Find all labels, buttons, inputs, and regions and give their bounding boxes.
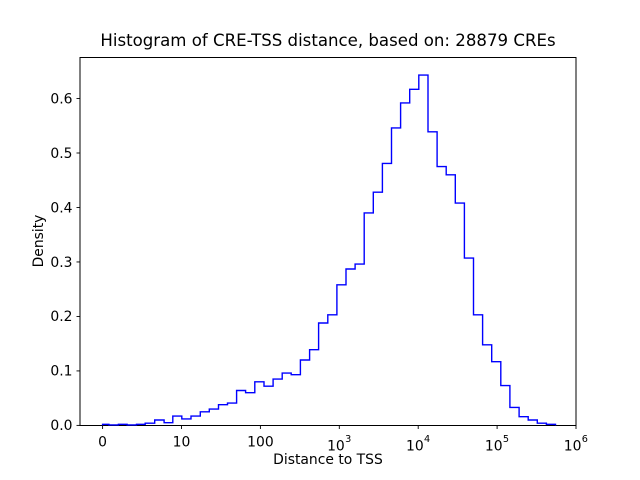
- x-tick-label: 100: [247, 435, 274, 451]
- x-tick-label: 105: [485, 434, 509, 455]
- x-tick-label: 0: [98, 435, 107, 451]
- x-axis-label: Distance to TSS: [273, 451, 383, 468]
- y-tick-label: 0.0: [50, 418, 72, 434]
- y-tick-label: 0.4: [50, 200, 72, 216]
- histogram-step-line: [101, 74, 557, 426]
- x-tick-label: 103: [327, 434, 351, 455]
- x-tick-label: 10: [173, 435, 191, 451]
- y-tick-label: 0.1: [50, 364, 72, 380]
- axes-frame: [79, 57, 577, 426]
- chart-title: Histogram of CRE-TSS distance, based on:…: [100, 31, 556, 50]
- y-tick-label: 0.6: [50, 91, 72, 107]
- x-tick-label: 106: [564, 434, 588, 455]
- y-tick-label: 0.3: [50, 255, 72, 271]
- x-tick-label: 104: [406, 434, 430, 455]
- y-tick-label: 0.5: [50, 146, 72, 162]
- y-axis-label: Density: [31, 214, 48, 268]
- y-tick-label: 0.2: [50, 309, 72, 325]
